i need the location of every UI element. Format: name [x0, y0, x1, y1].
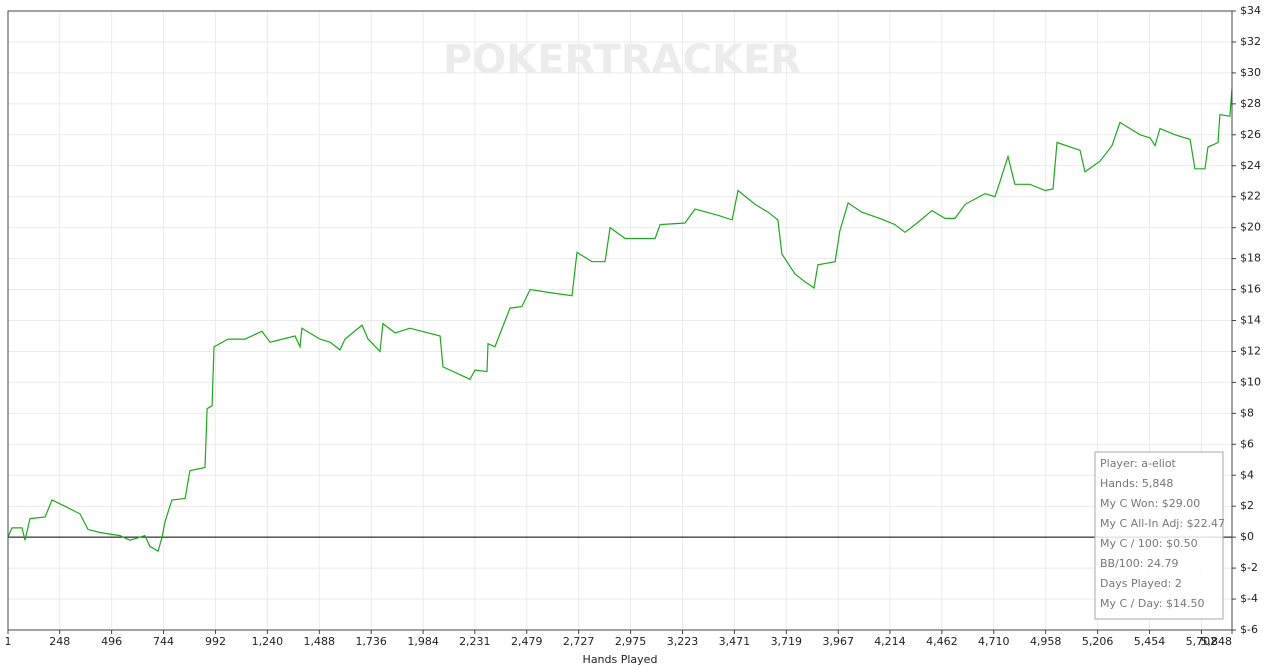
x-tick-label: 1,240: [252, 635, 284, 648]
y-tick-label: $6: [1240, 437, 1254, 450]
x-tick-label: 248: [49, 635, 70, 648]
y-tick-label: $24: [1240, 159, 1261, 172]
stats-line: Player: a-eliot: [1100, 457, 1177, 470]
x-tick-label: 5,848: [1201, 635, 1233, 648]
stats-line: My C / 100: $0.50: [1100, 537, 1198, 550]
y-tick-label: $32: [1240, 35, 1261, 48]
y-tick-label: $22: [1240, 190, 1261, 203]
stats-box-frame: [1094, 451, 1224, 620]
x-tick-label: 496: [101, 635, 122, 648]
stats-line: My C / Day: $14.50: [1100, 597, 1205, 610]
y-tick-label: $20: [1240, 221, 1261, 234]
x-tick-label: 2,231: [459, 635, 491, 648]
stats-box: Player: a-eliot Hands: 5,848 My C Won: $29…: [1094, 451, 1225, 620]
stats-line: My C All-In Adj: $22.47: [1100, 517, 1225, 530]
y-tick-label: $12: [1240, 344, 1261, 357]
y-tick-label: $-4: [1240, 592, 1258, 605]
x-tick-label: 1: [5, 635, 12, 648]
y-tick-label: $2: [1240, 499, 1254, 512]
y-tick-label: $16: [1240, 283, 1261, 296]
x-tick-label: 4,710: [978, 635, 1010, 648]
y-tick-label: $34: [1240, 4, 1261, 17]
y-tick-label: $30: [1240, 66, 1261, 79]
stats-line: Days Played: 2: [1100, 577, 1182, 590]
x-tick-label: 992: [205, 635, 226, 648]
y-tick-label: $8: [1240, 406, 1254, 419]
stats-line: BB/100: 24.79: [1100, 557, 1179, 570]
plot-frame: [7, 10, 1233, 631]
x-tick-label: 1,736: [355, 635, 387, 648]
x-tick-label: 3,967: [822, 635, 854, 648]
stats-line: My C Won: $29.00: [1100, 497, 1200, 510]
x-tick-label: 4,958: [1030, 635, 1062, 648]
x-tick-label: 5,454: [1134, 635, 1166, 648]
y-tick-label: $14: [1240, 314, 1261, 327]
y-tick-label: $26: [1240, 128, 1261, 141]
y-tick-label: $18: [1240, 252, 1261, 265]
y-tick-label: $-2: [1240, 561, 1258, 574]
x-axis-label: Hands Played: [583, 653, 658, 665]
stats-line: Hands: 5,848: [1100, 477, 1173, 490]
x-tick-label: 744: [153, 635, 174, 648]
x-tick-label: 1,488: [304, 635, 336, 648]
x-tick-label: 1,984: [407, 635, 439, 648]
y-tick-label: $28: [1240, 97, 1261, 110]
y-tick-label: $-6: [1240, 623, 1258, 636]
x-tick-label: 2,727: [563, 635, 595, 648]
x-tick-label: 2,975: [615, 635, 647, 648]
watermark: POKERTRACKER: [443, 37, 801, 83]
x-tick-label: 4,214: [874, 635, 906, 648]
x-tick-label: 3,471: [719, 635, 751, 648]
data-line: [7, 88, 1233, 553]
y-tick-label: $4: [1240, 468, 1254, 481]
x-tick-label: 5,702: [1186, 635, 1218, 648]
x-tick-label: 5,206: [1082, 635, 1114, 648]
x-tick-label: 3,719: [771, 635, 803, 648]
y-tick-label: $10: [1240, 375, 1261, 388]
x-tick-label: 3,223: [667, 635, 699, 648]
x-tick-label: 4,462: [926, 635, 958, 648]
y-tick-label: $0: [1240, 530, 1254, 543]
x-tick-label: 2,479: [511, 635, 543, 648]
